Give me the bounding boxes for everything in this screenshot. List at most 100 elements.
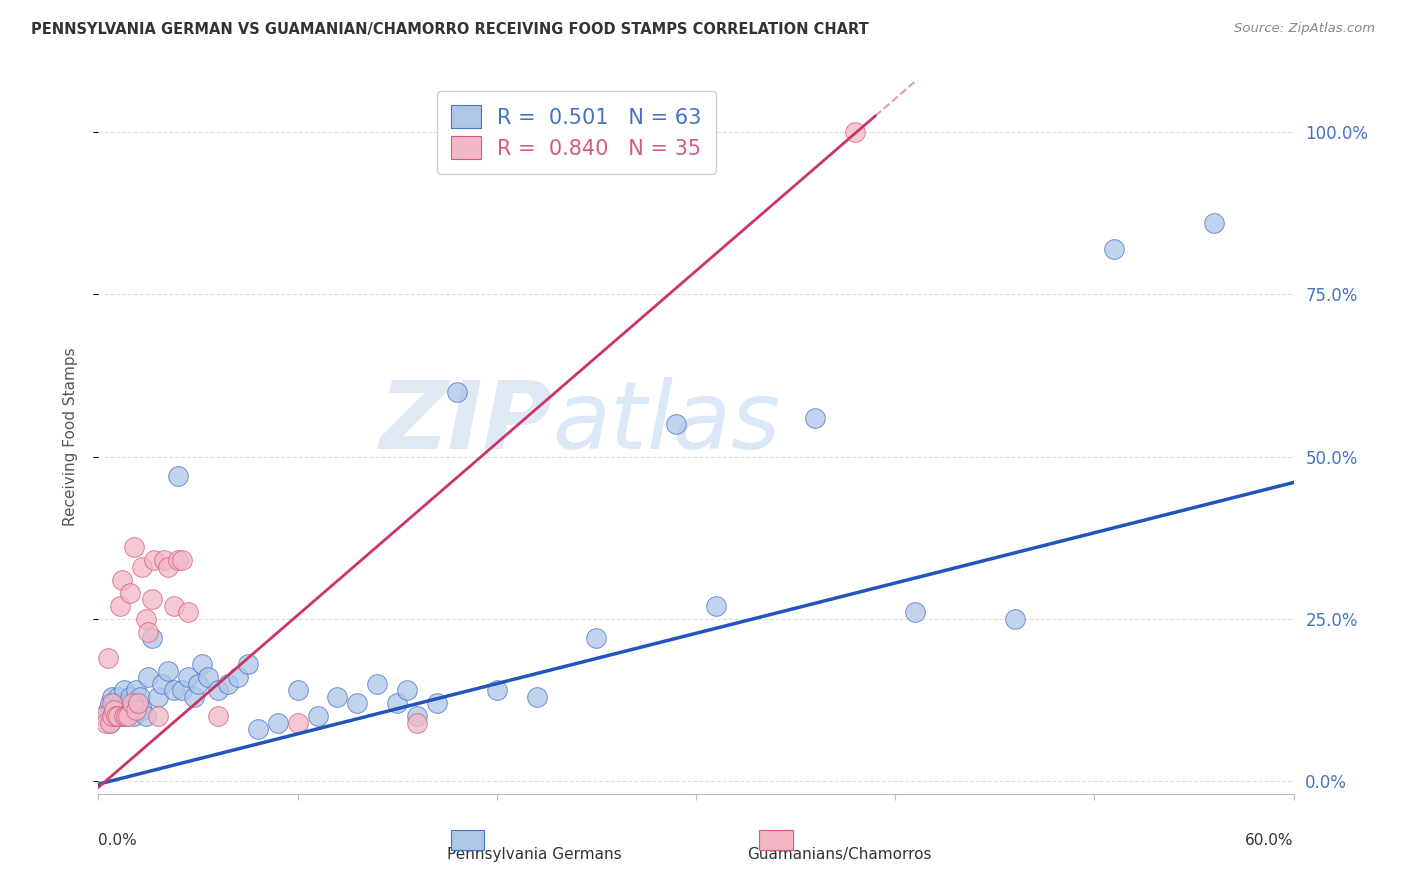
Point: [127, 696, 149, 710]
Point: [141, 631, 163, 645]
Point: [287, 683, 309, 698]
Point: [226, 670, 249, 684]
Point: [585, 631, 607, 645]
Point: [96, 715, 118, 730]
Point: [844, 125, 866, 139]
Point: [131, 702, 153, 716]
Point: [107, 709, 129, 723]
Point: [136, 624, 159, 639]
Text: PENNSYLVANIA GERMAN VS GUAMANIAN/CHAMORRO RECEIVING FOOD STAMPS CORRELATION CHAR: PENNSYLVANIA GERMAN VS GUAMANIAN/CHAMORR…: [31, 22, 869, 37]
Point: [326, 690, 349, 704]
Text: 0.0%: 0.0%: [98, 833, 138, 847]
Legend: R =  0.501   N = 63, R =  0.840   N = 35: R = 0.501 N = 63, R = 0.840 N = 35: [437, 91, 716, 174]
Point: [117, 709, 139, 723]
Point: [163, 683, 186, 698]
Point: [172, 683, 194, 698]
Point: [406, 715, 429, 730]
Point: [163, 599, 186, 613]
Point: [406, 709, 429, 723]
Point: [105, 709, 128, 723]
Point: [115, 702, 138, 716]
Point: [157, 559, 180, 574]
Point: [236, 657, 259, 672]
Point: [187, 676, 209, 690]
Point: [124, 541, 146, 555]
Point: [103, 702, 125, 716]
Point: [98, 715, 122, 730]
Point: [103, 696, 125, 710]
Point: [167, 469, 190, 483]
Point: [267, 715, 290, 730]
Text: Source: ZipAtlas.com: Source: ZipAtlas.com: [1234, 22, 1375, 36]
Point: [148, 709, 170, 723]
Point: [287, 715, 309, 730]
Point: [485, 683, 508, 698]
Point: [103, 702, 125, 716]
Point: [110, 696, 132, 710]
Text: Guamanians/Chamorros: Guamanians/Chamorros: [747, 847, 932, 863]
Point: [191, 657, 214, 672]
Point: [207, 683, 229, 698]
Point: [112, 709, 135, 723]
Text: Pennsylvania Germans: Pennsylvania Germans: [447, 847, 621, 863]
Point: [98, 715, 122, 730]
Text: ZIP: ZIP: [380, 376, 553, 469]
Point: [97, 702, 120, 716]
Point: [135, 612, 157, 626]
Point: [97, 650, 120, 665]
Point: [125, 683, 148, 698]
Point: [105, 709, 128, 723]
Point: [177, 670, 200, 684]
Point: [665, 417, 688, 431]
Point: [704, 599, 727, 613]
Text: 60.0%: 60.0%: [1246, 833, 1294, 847]
Point: [101, 690, 124, 704]
Point: [143, 553, 166, 567]
Y-axis label: Receiving Food Stamps: Receiving Food Stamps: [63, 348, 77, 526]
Bar: [759, 830, 793, 849]
Point: [148, 690, 170, 704]
Point: [131, 559, 153, 574]
Bar: [451, 830, 485, 849]
Point: [135, 709, 157, 723]
Point: [366, 676, 388, 690]
Point: [98, 696, 122, 710]
Point: [804, 410, 827, 425]
Point: [1004, 612, 1026, 626]
Point: [526, 690, 548, 704]
Point: [904, 605, 927, 619]
Point: [127, 696, 149, 710]
Point: [307, 709, 329, 723]
Point: [396, 683, 419, 698]
Point: [157, 664, 180, 678]
Point: [346, 696, 368, 710]
Text: atlas: atlas: [553, 377, 780, 468]
Point: [115, 709, 138, 723]
Point: [197, 670, 219, 684]
Point: [117, 696, 139, 710]
Point: [101, 696, 124, 710]
Point: [207, 709, 229, 723]
Point: [107, 690, 129, 704]
Point: [1202, 216, 1225, 230]
Point: [125, 702, 148, 716]
Point: [177, 605, 200, 619]
Point: [120, 690, 142, 704]
Point: [120, 586, 142, 600]
Point: [111, 709, 134, 723]
Point: [183, 690, 205, 704]
Point: [136, 670, 159, 684]
Point: [101, 709, 124, 723]
Point: [93, 709, 115, 723]
Point: [1104, 242, 1126, 256]
Point: [110, 599, 132, 613]
Point: [141, 592, 163, 607]
Point: [112, 683, 135, 698]
Point: [153, 553, 176, 567]
Point: [96, 709, 118, 723]
Point: [217, 676, 239, 690]
Point: [446, 384, 468, 399]
Point: [150, 676, 173, 690]
Point: [385, 696, 409, 710]
Point: [111, 573, 134, 587]
